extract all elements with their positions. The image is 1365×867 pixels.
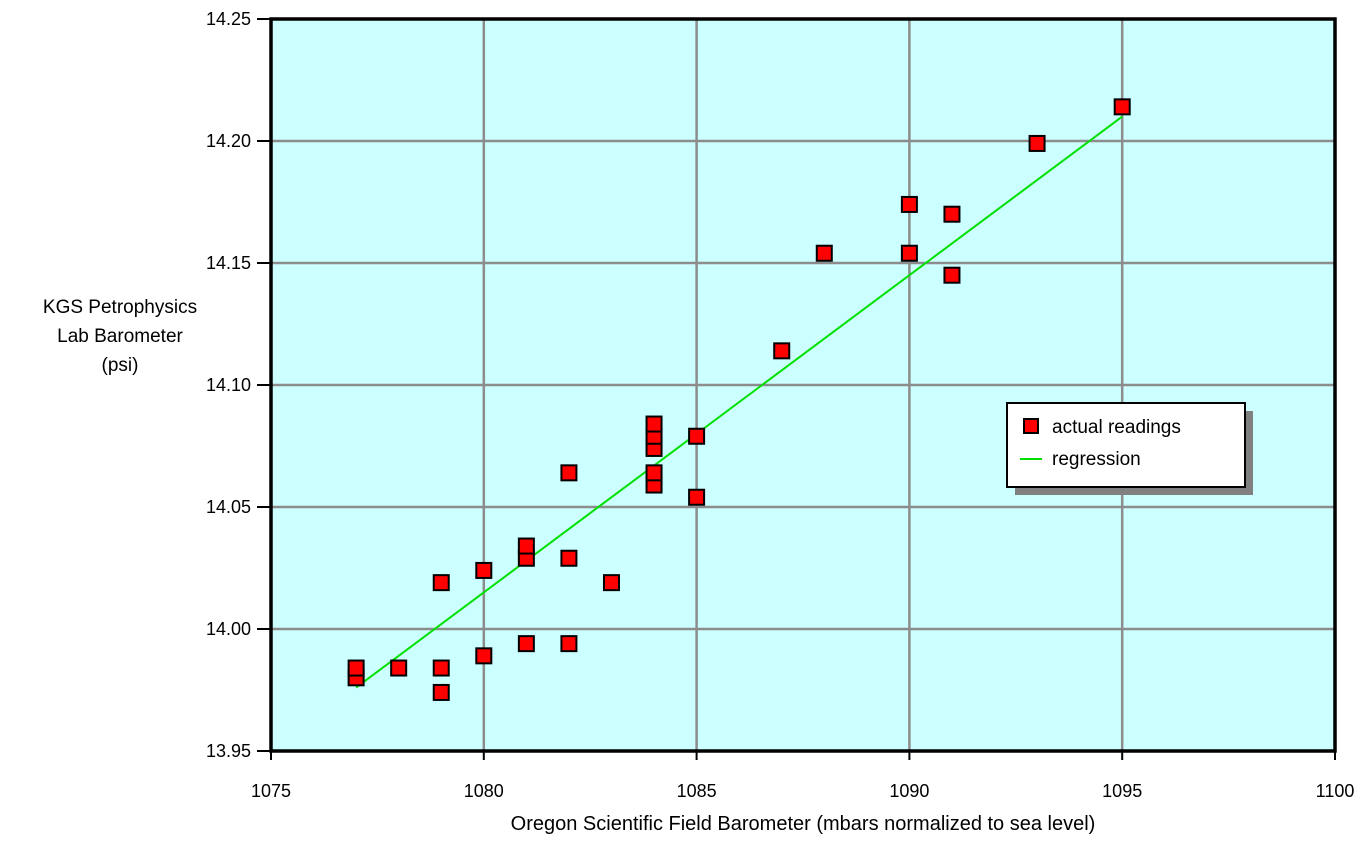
data-point	[688, 488, 706, 506]
legend-marker-square	[1023, 418, 1039, 434]
x-tick-label: 1095	[1102, 781, 1142, 801]
data-point	[1028, 134, 1046, 152]
data-point	[560, 464, 578, 482]
x-axis-label: Oregon Scientific Field Barometer (mbars…	[510, 813, 1096, 835]
y-axis-label-line-1: KGS Petrophysics	[42, 297, 198, 318]
data-point	[943, 205, 961, 223]
legend-box	[1006, 402, 1246, 488]
data-point	[432, 574, 450, 592]
data-point	[773, 342, 791, 360]
data-point	[645, 415, 663, 433]
legend: actual readings regression	[1006, 402, 1253, 495]
data-point	[475, 561, 493, 579]
data-point	[517, 635, 535, 653]
y-tick-label: 14.25	[206, 9, 251, 29]
y-tick-label: 13.95	[206, 741, 251, 761]
data-point	[1113, 98, 1131, 116]
x-tick-label: 1100	[1316, 781, 1355, 801]
x-tick-label: 1090	[889, 781, 929, 801]
data-point	[560, 549, 578, 567]
y-axis-label-line-2: Lab Barometer	[57, 326, 183, 347]
data-point	[517, 537, 535, 555]
plot-frame	[269, 17, 1337, 753]
data-point	[900, 244, 918, 262]
data-point	[560, 635, 578, 653]
gridlines	[271, 19, 1335, 751]
x-tick-label: 1085	[677, 781, 717, 801]
legend-label-regression: regression	[1052, 449, 1141, 470]
y-tick-label: 14.20	[206, 131, 251, 151]
data-point	[900, 195, 918, 213]
data-point	[390, 659, 408, 677]
legend-label-actual: actual readings	[1052, 417, 1181, 438]
axes	[257, 17, 1337, 760]
data-point	[432, 683, 450, 701]
y-tick-label: 14.15	[206, 253, 251, 273]
data-point	[688, 427, 706, 445]
data-point	[347, 659, 365, 677]
y-axis-label-line-3: (psi)	[101, 355, 139, 376]
tick-labels: 1075 1080 1085 1090 1095 1100 13.95 14.00 14.05 1…	[206, 9, 1354, 801]
data-point	[432, 659, 450, 677]
x-tick-label: 1075	[251, 781, 291, 801]
regression-line	[355, 115, 1123, 689]
data-point	[475, 647, 493, 665]
data-point	[645, 464, 663, 482]
y-axis-label: KGS Petrophysics Lab Barometer (psi)	[0, 293, 240, 380]
y-tick-label: 14.05	[206, 497, 251, 517]
data-point	[943, 266, 961, 284]
x-tick-label: 1080	[464, 781, 504, 801]
data-point	[815, 244, 833, 262]
y-tick-label: 14.00	[206, 619, 251, 639]
y-tick-label: 14.10	[206, 375, 251, 395]
data-point	[602, 574, 620, 592]
data-series	[347, 98, 1131, 701]
